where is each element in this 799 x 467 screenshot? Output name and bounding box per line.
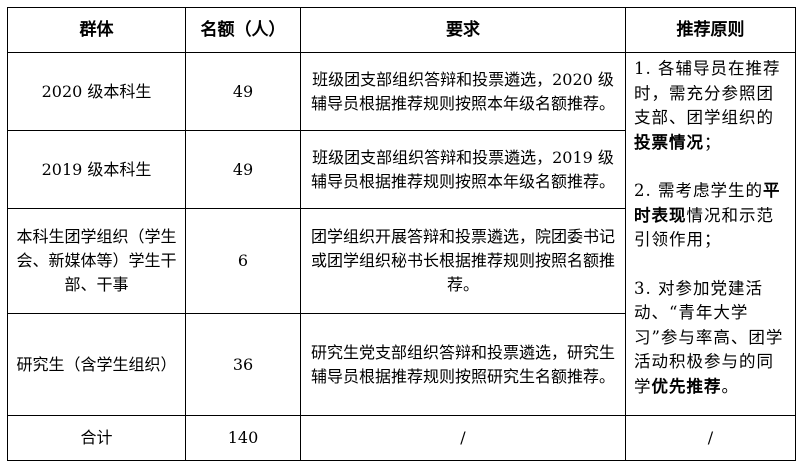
requirement-cell: 研究生党支部组织答辩和投票遴选，研究生辅导员根据推荐规则按照研究生名额推荐。 (300, 313, 626, 416)
principle-3: 3. 对参加党建活动、“青年大学习”参与率高、团学活动积极参与的同学优先推荐。 (634, 277, 787, 400)
principle-text: 3. 对参加党建活动、“青年大学习”参与率高、团学活动积极参与的同学 (634, 278, 784, 396)
header-principle: 推荐原则 (625, 7, 796, 53)
table-row: 2019 级本科生 49 班级团支部组织答辩和投票遴选，2019 级辅导员根据推… (7, 130, 796, 209)
header-group: 群体 (7, 7, 186, 53)
header-quota: 名额（人） (185, 7, 301, 53)
table-row: 研究生（含学生组织） 36 研究生党支部组织答辩和投票遴选，研究生辅导员根据推荐… (7, 313, 796, 416)
principle-bold: 投票情况 (634, 132, 704, 152)
group-cell: 本科生团学组织（学生会、新媒体等）学生干部、干事 (7, 208, 186, 314)
principle-bold: 优先推荐 (651, 376, 722, 396)
principle-bold: 平时表现 (634, 181, 781, 225)
group-cell: 2019 级本科生 (7, 130, 186, 209)
quota-cell: 6 (185, 208, 301, 314)
quota-cell: 36 (185, 313, 301, 416)
principle-text: 1. 各辅导员在推荐时，需充分参照团支部、团学组织的 (634, 59, 781, 127)
quota-cell: 49 (185, 130, 301, 209)
total-requirement: / (300, 415, 626, 461)
principle-text: ； (704, 132, 722, 152)
principle-text: 2. 需考虑学生的 (634, 181, 763, 200)
total-row: 合计 140 / / (7, 415, 796, 461)
total-quota: 140 (185, 415, 301, 461)
principle-2: 2. 需考虑学生的平时表现情况和示范引领作用； (634, 179, 787, 253)
requirement-cell: 班级团支部组织答辩和投票遴选，2020 级辅导员根据推荐规则按照本年级名额推荐。 (300, 52, 626, 131)
principle-cell: 1. 各辅导员在推荐时，需充分参照团支部、团学组织的投票情况； 2. 需考虑学生… (625, 52, 796, 416)
requirement-cell: 团学组织开展答辩和投票遴选，院团委书记或团学组织秘书长根据推荐规则按照名额推荐。 (300, 208, 626, 314)
principle-1: 1. 各辅导员在推荐时，需充分参照团支部、团学组织的投票情况； (634, 57, 787, 155)
header-row: 群体 名额（人） 要求 推荐原则 (7, 7, 796, 53)
header-requirement: 要求 (300, 7, 626, 53)
total-label: 合计 (7, 415, 186, 461)
total-principle: / (625, 415, 796, 461)
quota-cell: 49 (185, 52, 301, 131)
principle-text: 。 (721, 376, 739, 396)
group-cell: 2020 级本科生 (7, 52, 186, 131)
quota-table: 群体 名额（人） 要求 推荐原则 2020 级本科生 49 班级团支部组织答辩和… (7, 7, 796, 461)
requirement-cell: 班级团支部组织答辩和投票遴选，2019 级辅导员根据推荐规则按照本年级名额推荐。 (300, 130, 626, 209)
group-cell: 研究生（含学生组织） (7, 313, 186, 416)
principle-text: 情况和示范引领作用； (634, 205, 774, 250)
table-row: 本科生团学组织（学生会、新媒体等）学生干部、干事 6 团学组织开展答辩和投票遴选… (7, 208, 796, 314)
table-row: 2020 级本科生 49 班级团支部组织答辩和投票遴选，2020 级辅导员根据推… (7, 52, 796, 416)
